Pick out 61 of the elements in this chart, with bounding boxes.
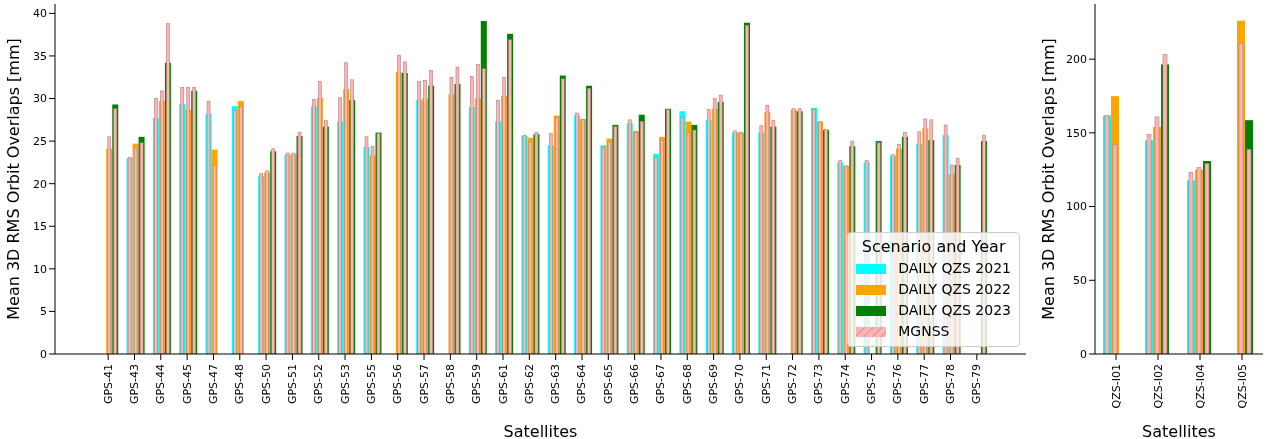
x-tick-label: GPS-53 bbox=[338, 364, 352, 405]
x-tick-label: GPS-52 bbox=[312, 364, 326, 405]
y-tick-label: 0 bbox=[40, 347, 47, 361]
x-tick-label: GPS-76 bbox=[891, 364, 905, 405]
y-tick-label: 10 bbox=[33, 262, 47, 276]
x-tick-label: GPS-65 bbox=[601, 364, 615, 405]
x-tick-label: GPS-59 bbox=[470, 364, 484, 405]
x-tick-label: GPS-77 bbox=[917, 364, 931, 405]
y-tick-label: 40 bbox=[33, 7, 47, 21]
x-tick-label: GPS-41 bbox=[101, 364, 115, 405]
x-tick-label: GPS-47 bbox=[206, 364, 220, 405]
x-axis-title: Satellites bbox=[503, 422, 578, 439]
x-tick-label: GPS-70 bbox=[733, 364, 747, 405]
x-tick-label: GPS-69 bbox=[707, 364, 721, 405]
x-tick-label: GPS-57 bbox=[417, 364, 431, 405]
legend-label: DAILY QZS 2023 bbox=[898, 301, 1011, 320]
y-axis-title: Mean 3D RMS Orbit Overlaps [mm] bbox=[3, 38, 23, 320]
x-tick-label: GPS-48 bbox=[233, 364, 247, 405]
y-tick-label: 150 bbox=[1066, 126, 1087, 140]
x-tick-label: QZS-I04 bbox=[1193, 364, 1207, 409]
x-tick-label: QZS-I01 bbox=[1109, 364, 1123, 409]
legend-label: DAILY QZS 2021 bbox=[898, 259, 1011, 278]
x-tick-label: GPS-67 bbox=[654, 364, 668, 405]
x-tick-label: GPS-72 bbox=[786, 364, 800, 405]
y-tick-label: 100 bbox=[1066, 200, 1087, 214]
x-tick-label: GPS-58 bbox=[443, 364, 457, 405]
legend-label: MGNSS bbox=[898, 322, 950, 341]
x-tick-label: GPS-61 bbox=[496, 364, 510, 405]
y-tick-label: 0 bbox=[1080, 347, 1087, 361]
x-tick-label: GPS-68 bbox=[680, 364, 694, 405]
x-tick-label: QZS-I02 bbox=[1151, 364, 1165, 409]
x-tick-label: GPS-66 bbox=[628, 364, 642, 405]
x-tick-label: GPS-62 bbox=[522, 364, 536, 405]
x-tick-label: GPS-55 bbox=[364, 364, 378, 405]
y-axis-title: Mean 3D RMS Orbit Overlaps [mm] bbox=[1038, 38, 1058, 320]
x-tick-label: GPS-74 bbox=[838, 364, 852, 405]
x-axis-title: Satellites bbox=[1142, 422, 1216, 439]
x-tick-label: GPS-43 bbox=[127, 364, 141, 405]
legend-label: DAILY QZS 2022 bbox=[898, 280, 1011, 299]
y-tick-label: 20 bbox=[33, 177, 47, 191]
y-tick-label: 35 bbox=[33, 49, 47, 63]
x-tick-label: GPS-45 bbox=[180, 364, 194, 405]
y-tick-label: 200 bbox=[1066, 53, 1087, 67]
y-tick-label: 30 bbox=[33, 92, 47, 106]
x-tick-label: GPS-75 bbox=[865, 364, 879, 405]
x-tick-label: GPS-51 bbox=[285, 364, 299, 405]
x-tick-label: GPS-78 bbox=[944, 364, 958, 405]
x-tick-label: GPS-64 bbox=[575, 364, 589, 405]
x-tick-label: GPS-63 bbox=[549, 364, 563, 405]
y-tick-label: 50 bbox=[1073, 274, 1087, 288]
x-tick-label: QZS-I05 bbox=[1235, 364, 1249, 409]
y-tick-label: 5 bbox=[40, 305, 47, 319]
x-tick-label: GPS-79 bbox=[970, 364, 984, 405]
x-tick-label: GPS-73 bbox=[812, 364, 826, 405]
x-tick-label: GPS-44 bbox=[154, 364, 168, 405]
legend-title: Scenario and Year bbox=[860, 237, 1007, 256]
y-tick-label: 15 bbox=[33, 220, 47, 234]
y-tick-label: 25 bbox=[33, 135, 47, 149]
x-tick-label: GPS-50 bbox=[259, 364, 273, 405]
x-tick-label: GPS-56 bbox=[391, 364, 405, 405]
x-tick-label: GPS-71 bbox=[759, 364, 773, 405]
